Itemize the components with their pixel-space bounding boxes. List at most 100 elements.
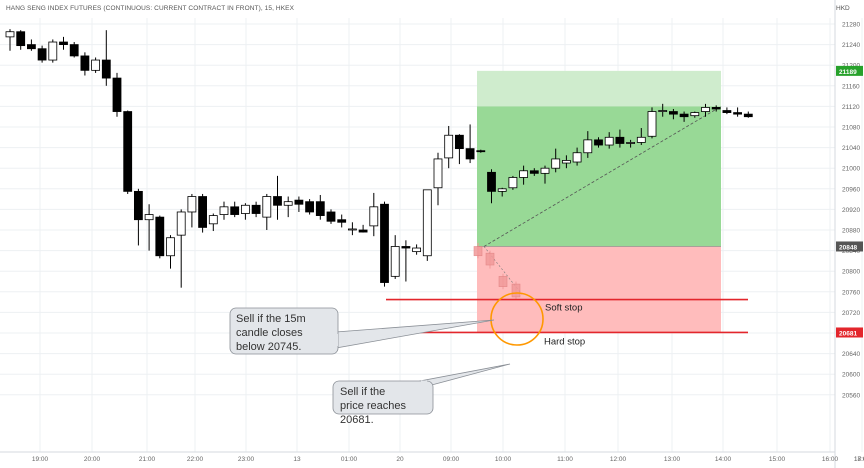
callout-1-pointer bbox=[335, 319, 495, 349]
candle-body bbox=[465, 148, 475, 160]
callout-2-text: 20681. bbox=[340, 414, 374, 426]
time-tick: 20 bbox=[396, 456, 404, 463]
candle bbox=[390, 235, 400, 279]
candle-body bbox=[337, 219, 347, 223]
candle bbox=[101, 30, 111, 86]
stop-price-badge bbox=[836, 327, 863, 338]
candle bbox=[572, 147, 582, 166]
price-tick: 20880 bbox=[842, 228, 860, 235]
candle-body bbox=[315, 201, 325, 216]
candle bbox=[347, 222, 357, 236]
candle bbox=[562, 155, 571, 169]
time-tick: 20:00 bbox=[84, 456, 101, 463]
candle-body bbox=[476, 150, 486, 153]
ghost-candle bbox=[485, 250, 495, 269]
candle-body bbox=[69, 44, 79, 57]
candle-body bbox=[369, 206, 379, 227]
time-tick: 13:00 bbox=[664, 456, 681, 463]
candle bbox=[208, 213, 218, 232]
candle-body bbox=[604, 136, 614, 146]
candle-body bbox=[540, 167, 550, 174]
candle bbox=[219, 201, 229, 220]
candle-body bbox=[497, 188, 507, 192]
callout-1 bbox=[229, 307, 339, 355]
callout-2-text: price reaches bbox=[340, 400, 407, 412]
candle bbox=[465, 124, 475, 164]
candle-body bbox=[733, 112, 742, 115]
candle bbox=[529, 168, 539, 176]
candle bbox=[679, 111, 689, 122]
candle bbox=[733, 107, 742, 117]
candle-body bbox=[80, 55, 90, 71]
candle bbox=[743, 111, 753, 118]
candle-body bbox=[422, 189, 432, 257]
candle-body bbox=[198, 196, 208, 228]
candle-body bbox=[487, 171, 496, 192]
candle-body bbox=[679, 113, 689, 118]
price-tick: 21040 bbox=[842, 145, 860, 152]
candle bbox=[273, 175, 282, 220]
candle bbox=[444, 125, 454, 169]
target-price-badge bbox=[836, 65, 863, 76]
candle bbox=[337, 214, 347, 228]
candle bbox=[16, 30, 26, 50]
callout-2-pointer bbox=[418, 363, 511, 387]
candle-body bbox=[508, 177, 518, 189]
candle bbox=[91, 57, 100, 73]
time-tick: 18:00 bbox=[854, 456, 864, 463]
candle-body bbox=[262, 196, 272, 218]
candle-body bbox=[722, 110, 732, 113]
candle bbox=[166, 235, 175, 269]
candle-body bbox=[401, 246, 411, 249]
candle-body bbox=[551, 158, 561, 169]
candle bbox=[690, 111, 700, 118]
ghost-candle-body bbox=[498, 276, 508, 287]
candle bbox=[283, 196, 293, 218]
candle bbox=[187, 193, 197, 228]
time-axis[interactable]: 19:00 20:00 21:00 22:00 23:00 13 01:00 20 09:00 1… bbox=[32, 456, 864, 463]
time-tick: 12:00 bbox=[610, 456, 627, 463]
callout-1-text: candle closes bbox=[236, 327, 303, 339]
candle bbox=[711, 105, 721, 112]
candle-body bbox=[380, 203, 389, 283]
candle bbox=[497, 187, 507, 197]
currency-label: HKD bbox=[836, 5, 850, 12]
target-projection-line bbox=[483, 106, 722, 247]
candle-body bbox=[594, 139, 603, 146]
candle-body bbox=[583, 139, 593, 154]
candle-body bbox=[390, 246, 400, 277]
candle bbox=[422, 189, 432, 261]
candle bbox=[401, 240, 411, 282]
candle-body bbox=[240, 204, 250, 214]
candle-body bbox=[701, 107, 710, 112]
candle bbox=[230, 201, 240, 218]
time-tick: 13 bbox=[293, 456, 301, 463]
candle-body bbox=[347, 228, 357, 231]
candle-body bbox=[101, 59, 111, 79]
candle-body bbox=[166, 237, 175, 257]
candle bbox=[701, 103, 710, 117]
candle bbox=[315, 194, 325, 220]
price-axis[interactable]: 2128021240212002116021120210802104021000… bbox=[836, 22, 863, 400]
callout-1-text: Sell if the 15m bbox=[236, 313, 306, 325]
callout-1-text: below 20745. bbox=[236, 341, 301, 353]
candle bbox=[262, 193, 272, 230]
candle bbox=[326, 209, 336, 224]
candle-body bbox=[529, 170, 539, 174]
price-tick: 21000 bbox=[842, 166, 860, 173]
candle bbox=[155, 215, 165, 259]
candle bbox=[476, 149, 486, 153]
candle-body bbox=[444, 134, 454, 159]
candle bbox=[583, 131, 593, 158]
candle-body bbox=[59, 41, 68, 46]
candle-body bbox=[519, 170, 528, 178]
candle-body bbox=[91, 59, 100, 71]
candle-body bbox=[123, 111, 133, 192]
candle-body bbox=[636, 136, 646, 143]
price-tick: 20600 bbox=[842, 372, 860, 379]
candle bbox=[380, 201, 389, 287]
candle-body bbox=[251, 204, 261, 214]
ghost-candle bbox=[511, 281, 521, 300]
candle-body bbox=[743, 113, 753, 118]
